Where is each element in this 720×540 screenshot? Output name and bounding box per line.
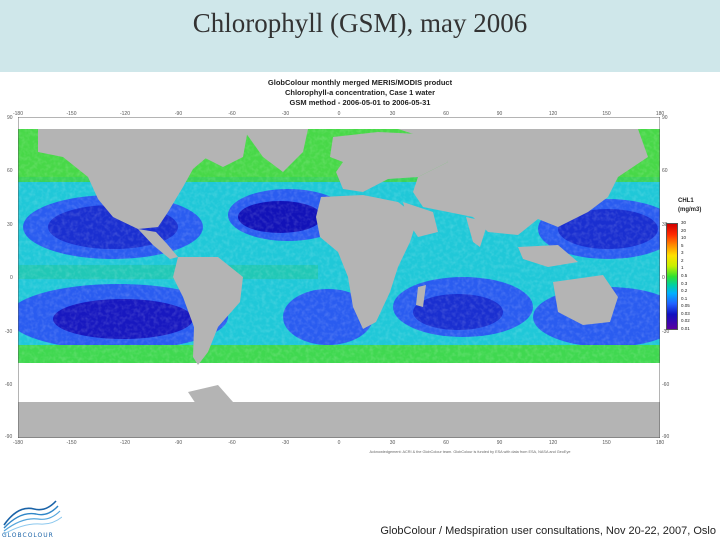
lon-tick-bottom: -120 [119, 440, 130, 446]
lat-tick-right: -60 [662, 382, 670, 388]
chlorophyll-map [18, 117, 660, 438]
slide-title: Chlorophyll (GSM), may 2006 [192, 8, 528, 38]
color-scale-label: 5 [681, 242, 684, 248]
color-scale-label: 30 [681, 220, 687, 225]
logo-text: GLOBCOLOUR [2, 532, 54, 539]
lat-tick-right: 60 [662, 168, 668, 174]
lon-tick-bottom: 60 [443, 440, 449, 446]
color-scale-label: 0.1 [681, 295, 688, 301]
lon-tick-top: 150 [602, 111, 611, 117]
lon-tick-top: 180 [655, 111, 665, 117]
lat-tick-left: -90 [5, 434, 13, 440]
lon-tick-bottom: 120 [548, 440, 558, 446]
color-scale-label: 1 [681, 265, 684, 271]
color-scale-label: 0.2 [681, 288, 688, 294]
lon-tick-bottom: 30 [389, 440, 396, 446]
color-scale-label: 0.02 [681, 318, 690, 324]
lon-tick-bottom: -30 [281, 440, 290, 446]
lon-tick-top: 120 [548, 111, 558, 117]
lon-tick-bottom: -90 [174, 440, 183, 446]
lat-tick-right: 90 [662, 115, 668, 121]
lat-tick-left: 0 [10, 275, 13, 281]
lon-tick-bottom: 0 [337, 440, 341, 446]
lon-tick-top: 90 [496, 111, 503, 117]
lon-tick-bottom: -150 [66, 440, 77, 446]
lat-tick-left: -30 [5, 329, 13, 335]
color-scale-label: 0.05 [681, 303, 690, 309]
lat-tick-right: 0 [662, 275, 665, 281]
lat-tick-right: -30 [662, 329, 670, 335]
color-scale-label: 0.3 [681, 280, 688, 286]
color-scale-label: 2 [681, 257, 684, 263]
lon-tick-top: -30 [281, 111, 290, 117]
globcolour-logo-icon [3, 500, 62, 535]
color-scale-label: 10 [681, 235, 687, 241]
lon-tick-top: 0 [337, 111, 341, 117]
color-scale-label: 0.01 [681, 326, 690, 331]
acknowledgement-text: Acknowledgement: ACRI & the GlobColour t… [369, 450, 571, 454]
lat-tick-left: -60 [5, 382, 13, 388]
lat-tick-left: 90 [7, 115, 13, 121]
color-scale-label: 3 [681, 250, 684, 256]
footer-bar [0, 468, 720, 540]
lon-tick-top: 30 [389, 111, 396, 117]
color-scale-label: 0.03 [681, 310, 690, 316]
legend-unit: (mg/m3) [678, 207, 702, 213]
lon-tick-top: -60 [228, 111, 236, 117]
lon-tick-top: -120 [119, 111, 130, 117]
lon-tick-bottom: -180 [12, 440, 23, 446]
lat-tick-right: 30 [662, 222, 668, 228]
product-title-line2: Chlorophyll-a concentration, Case 1 wate… [284, 88, 436, 97]
product-title-line3: GSM method - 2006-05-01 to 2006-05-31 [289, 98, 431, 107]
lon-tick-bottom: -60 [228, 440, 236, 446]
product-title-line1: GlobColour monthly merged MERIS/MODIS pr… [267, 78, 453, 87]
lon-tick-top: -150 [66, 111, 77, 117]
color-scale-bar [666, 223, 678, 330]
color-scale-label: 0.5 [681, 273, 688, 278]
lon-tick-top: -180 [12, 111, 23, 117]
lat-tick-right: -90 [662, 434, 670, 440]
lat-tick-left: 30 [7, 222, 13, 228]
footer-text: GlobColour / Medspiration user consultat… [380, 525, 716, 537]
color-scale-label: 20 [681, 227, 687, 233]
lon-tick-bottom: 90 [496, 440, 503, 446]
title-band [0, 0, 720, 72]
lon-tick-top: -90 [174, 111, 183, 117]
lon-tick-top: 60 [443, 111, 449, 117]
lat-tick-left: 60 [7, 168, 13, 174]
legend-title: CHL1 [678, 198, 694, 204]
lon-tick-bottom: 180 [655, 440, 665, 446]
lon-tick-bottom: 150 [602, 440, 611, 446]
